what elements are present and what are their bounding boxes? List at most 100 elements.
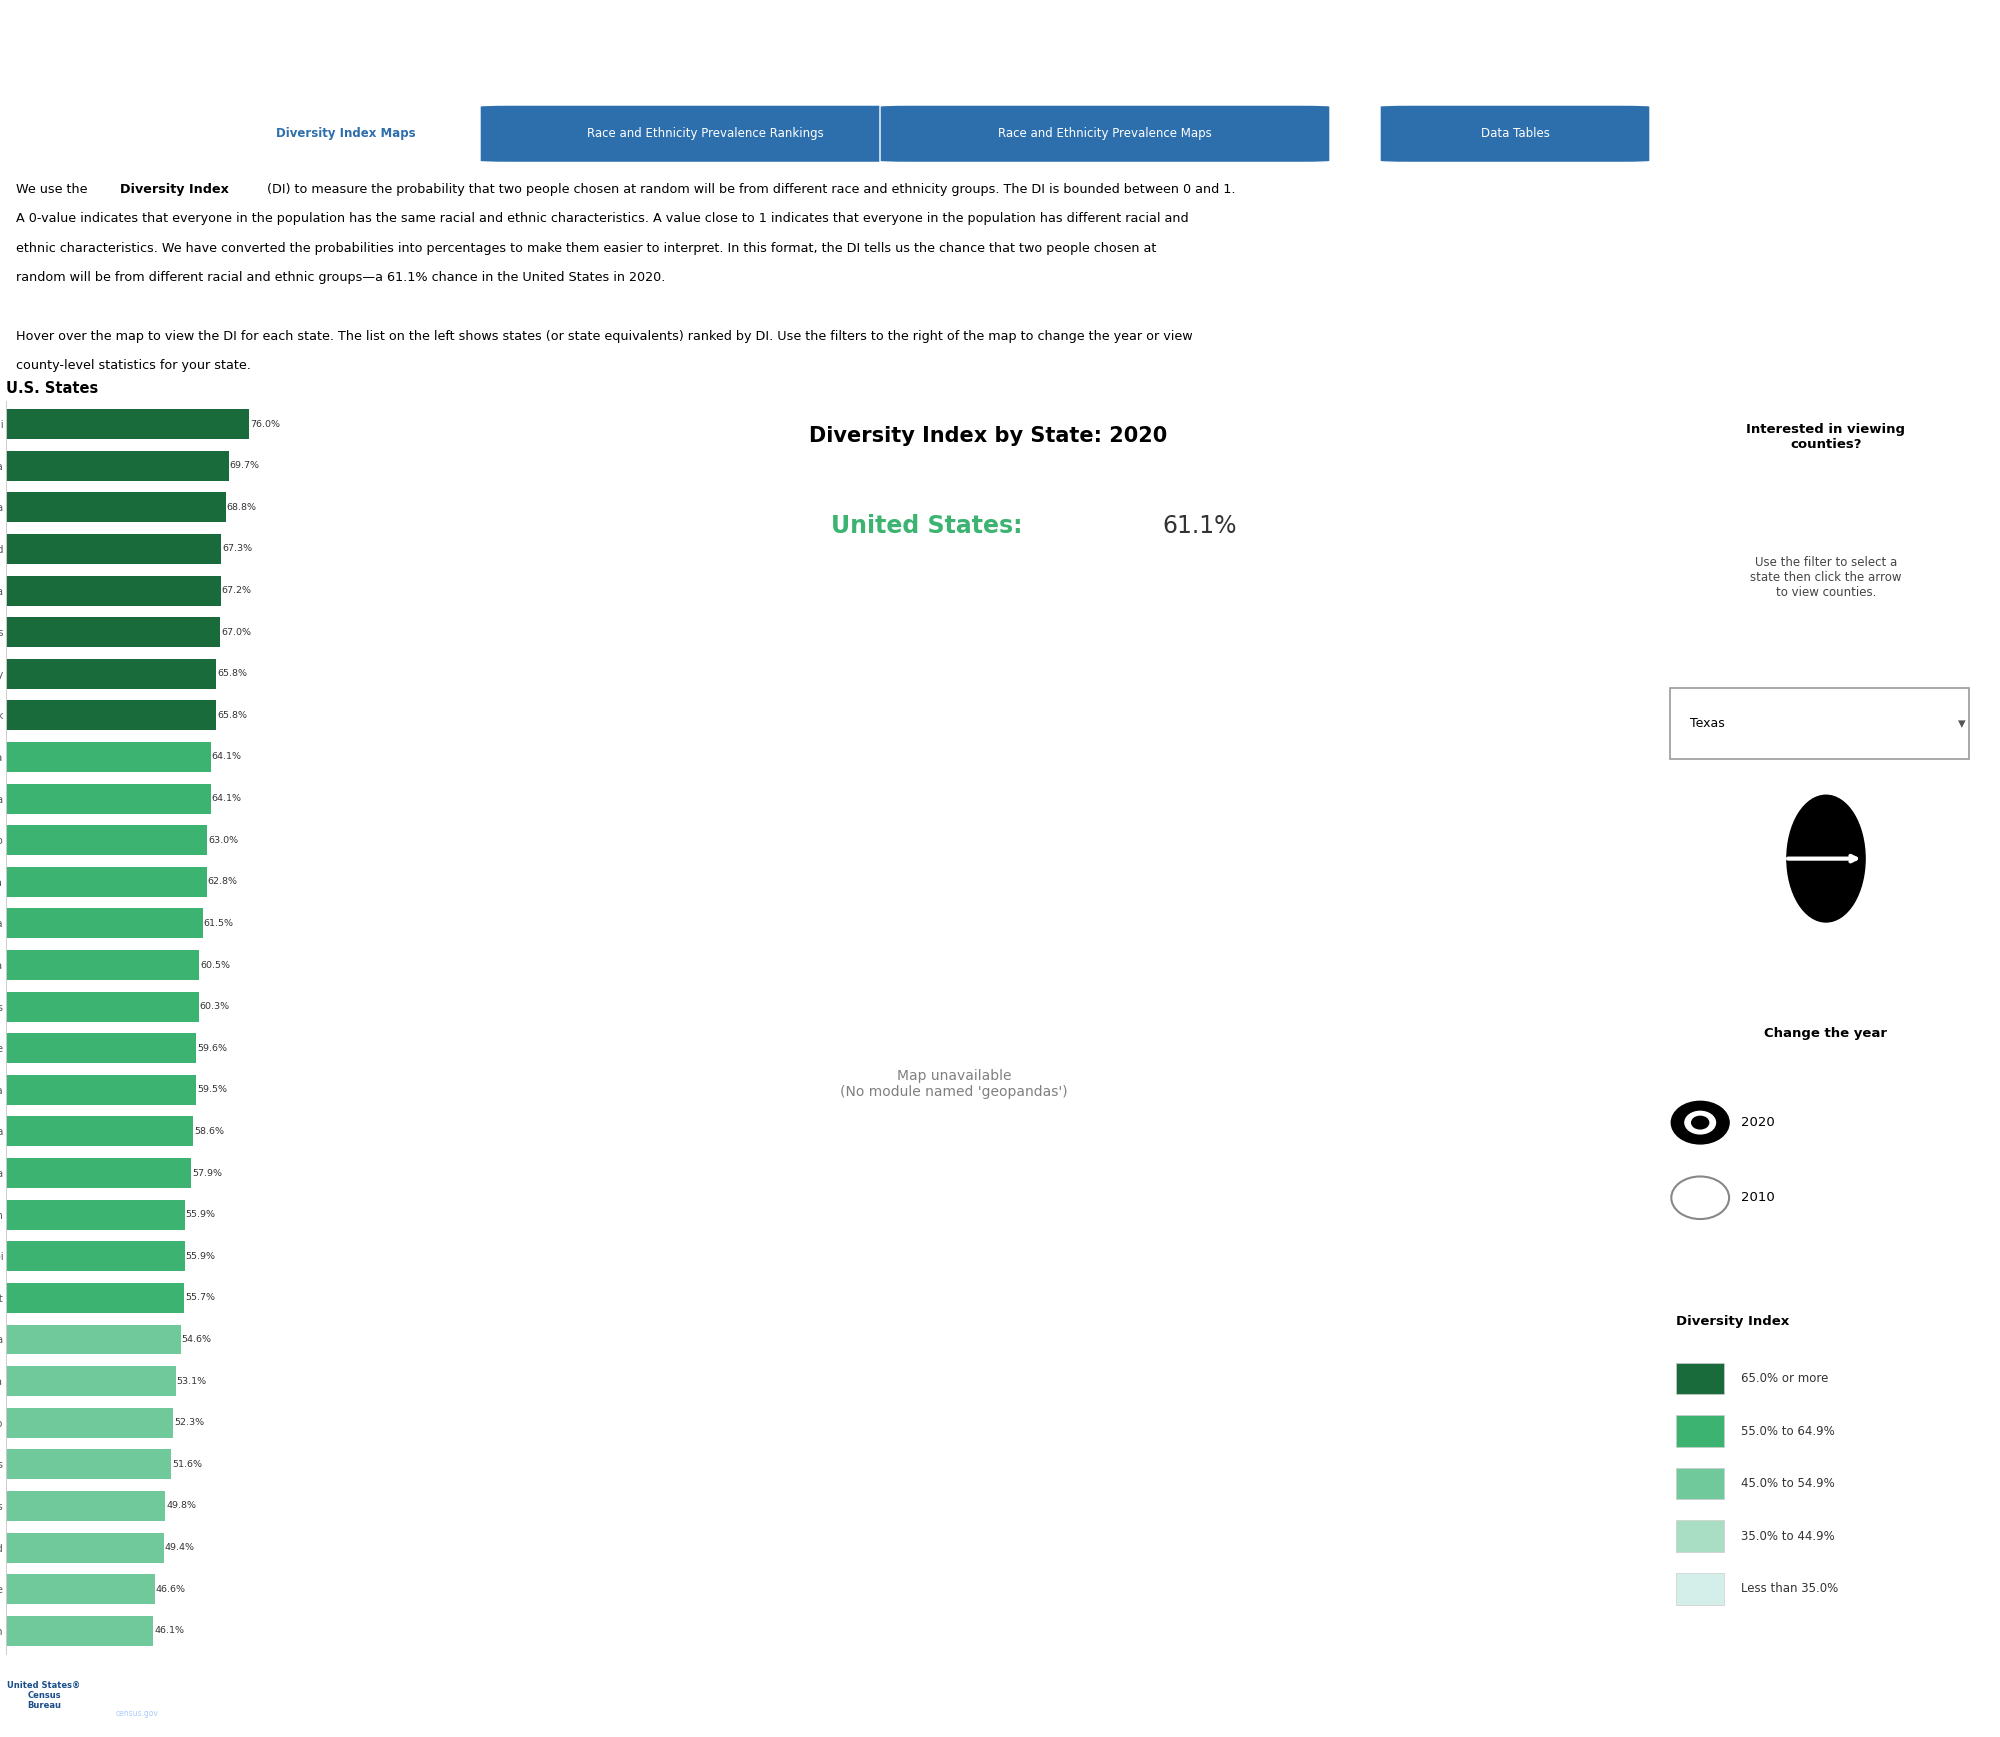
FancyBboxPatch shape xyxy=(166,104,526,163)
Text: 58.6%: 58.6% xyxy=(194,1127,224,1136)
Text: 60.5%: 60.5% xyxy=(200,961,230,969)
Text: U.S. Department of Commerce: U.S. Department of Commerce xyxy=(116,1673,234,1681)
Text: random will be from different racial and ethnic groups—a 61.1% chance in the Uni: random will be from different racial and… xyxy=(16,271,666,285)
Bar xyxy=(6,908,202,938)
FancyBboxPatch shape xyxy=(6,1661,82,1730)
Text: Diversity Index: Diversity Index xyxy=(1676,1315,1790,1329)
Text: 49.4%: 49.4% xyxy=(164,1542,194,1553)
Text: (DI) to measure the probability that two people chosen at random will be from di: (DI) to measure the probability that two… xyxy=(264,182,1236,196)
Text: census.gov: census.gov xyxy=(116,1709,158,1718)
Text: 76.0%: 76.0% xyxy=(250,420,280,429)
Text: Percentages may not add to 100 due to rounding.: Percentages may not add to 100 due to ro… xyxy=(992,1676,1208,1685)
Bar xyxy=(6,1532,164,1563)
Text: Hover over the map to view the DI for each state. The list on the left shows sta: Hover over the map to view the DI for ea… xyxy=(16,330,1192,342)
Text: 46.6%: 46.6% xyxy=(156,1584,186,1593)
Text: We use the: We use the xyxy=(16,182,92,196)
Text: ethnic characteristics. We have converted the probabilities into percentages to : ethnic characteristics. We have converte… xyxy=(16,241,1156,255)
Bar xyxy=(6,742,210,771)
Text: 62.8%: 62.8% xyxy=(208,877,238,886)
Text: U.S. CENSUS BUREAU: U.S. CENSUS BUREAU xyxy=(116,1690,208,1701)
Text: 46.1%: 46.1% xyxy=(154,1626,184,1635)
Text: 63.0%: 63.0% xyxy=(208,835,238,844)
Text: 68.8%: 68.8% xyxy=(226,502,256,512)
Text: 52.3%: 52.3% xyxy=(174,1417,204,1428)
Bar xyxy=(6,1490,166,1522)
Text: 67.2%: 67.2% xyxy=(222,585,252,596)
Text: 64.1%: 64.1% xyxy=(212,794,242,802)
Bar xyxy=(6,1365,176,1397)
Text: United States®
Census
Bureau: United States® Census Bureau xyxy=(8,1680,80,1711)
Text: 54.6%: 54.6% xyxy=(182,1336,212,1344)
Text: 45.0% to 54.9%: 45.0% to 54.9% xyxy=(1740,1476,1834,1490)
Text: Texas: Texas xyxy=(1690,717,1724,730)
Text: 2010: 2010 xyxy=(1740,1192,1774,1204)
FancyBboxPatch shape xyxy=(1676,1362,1724,1395)
Bar xyxy=(6,492,226,523)
Bar xyxy=(6,1242,184,1271)
FancyBboxPatch shape xyxy=(1380,104,1650,163)
Bar xyxy=(6,700,216,730)
Text: 35.0% to 44.9%: 35.0% to 44.9% xyxy=(1740,1530,1834,1542)
Bar xyxy=(6,452,228,481)
Text: A 0-value indicates that everyone in the population has the same racial and ethn: A 0-value indicates that everyone in the… xyxy=(16,212,1188,226)
Text: Less than 35.0%: Less than 35.0% xyxy=(1740,1582,1838,1595)
Text: Interested in viewing
counties?: Interested in viewing counties? xyxy=(1746,424,1906,452)
Circle shape xyxy=(1786,796,1866,922)
FancyBboxPatch shape xyxy=(480,104,930,163)
Text: Map unavailable
(No module named 'geopandas'): Map unavailable (No module named 'geopan… xyxy=(840,1068,1068,1100)
Text: 61.1%: 61.1% xyxy=(1162,514,1236,538)
Text: 61.5%: 61.5% xyxy=(204,919,234,928)
Text: Use the filter to select a
state then click the arrow
to view counties.: Use the filter to select a state then cl… xyxy=(1750,556,1902,599)
Bar xyxy=(6,1574,154,1603)
Bar xyxy=(6,825,208,855)
Text: 67.0%: 67.0% xyxy=(222,627,252,637)
Bar xyxy=(6,783,210,813)
Circle shape xyxy=(1672,1101,1730,1145)
Circle shape xyxy=(1692,1117,1708,1129)
Text: 55.7%: 55.7% xyxy=(184,1294,214,1303)
Bar xyxy=(6,617,220,648)
Text: 59.6%: 59.6% xyxy=(198,1044,228,1053)
Text: Pick a topic.: Pick a topic. xyxy=(16,127,116,141)
Bar xyxy=(6,575,220,606)
Bar xyxy=(6,1075,196,1105)
FancyBboxPatch shape xyxy=(1676,1520,1724,1553)
Text: Race and Ethnicity Prevalence Maps: Race and Ethnicity Prevalence Maps xyxy=(998,127,1212,141)
Bar xyxy=(6,1159,192,1188)
Text: 53.1%: 53.1% xyxy=(176,1377,206,1386)
Text: Note: U.S. diversity index and state rank do not include Puerto Rico. Ranking ba: Note: U.S. diversity index and state ran… xyxy=(866,1659,1334,1668)
Bar xyxy=(6,533,222,565)
Bar xyxy=(6,1407,174,1438)
Text: Data Tables: Data Tables xyxy=(1480,127,1550,141)
Text: 57.9%: 57.9% xyxy=(192,1169,222,1178)
Circle shape xyxy=(1684,1112,1716,1134)
FancyBboxPatch shape xyxy=(1676,1468,1724,1499)
Text: 65.8%: 65.8% xyxy=(218,669,248,677)
Circle shape xyxy=(1672,1176,1730,1219)
Text: Diversity Index by State: 2020: Diversity Index by State: 2020 xyxy=(808,426,1168,446)
Bar xyxy=(6,1117,194,1146)
Text: 55.9%: 55.9% xyxy=(186,1211,216,1219)
Text: Racial and Ethnic Diversity in the United States: 2010 Census and 2020 Census: Racial and Ethnic Diversity in the Unite… xyxy=(24,38,1326,66)
Text: 64.1%: 64.1% xyxy=(212,752,242,761)
Text: 2020: 2020 xyxy=(1740,1117,1774,1129)
Bar xyxy=(6,1449,170,1480)
Text: United States:: United States: xyxy=(830,514,1030,538)
Text: 59.5%: 59.5% xyxy=(198,1086,228,1094)
Text: 65.0% or more: 65.0% or more xyxy=(1740,1372,1828,1384)
Text: Additional information is available for: Diversity Index,  Race,  Ethnicity,  Ra: Additional information is available for:… xyxy=(846,1711,1354,1721)
FancyBboxPatch shape xyxy=(1676,1416,1724,1447)
Bar xyxy=(6,1200,184,1230)
Text: 69.7%: 69.7% xyxy=(230,462,260,471)
FancyBboxPatch shape xyxy=(880,104,1330,163)
Text: 51.6%: 51.6% xyxy=(172,1459,202,1470)
Text: Diversity Index: Diversity Index xyxy=(120,182,230,196)
Bar xyxy=(6,658,216,690)
Text: 67.3%: 67.3% xyxy=(222,544,252,554)
Bar xyxy=(6,992,198,1021)
Text: ▾: ▾ xyxy=(1958,716,1966,731)
Text: 55.0% to 64.9%: 55.0% to 64.9% xyxy=(1740,1424,1834,1438)
Bar xyxy=(6,867,206,896)
Text: Diversity Index Maps: Diversity Index Maps xyxy=(276,127,416,141)
Bar xyxy=(6,1615,154,1645)
